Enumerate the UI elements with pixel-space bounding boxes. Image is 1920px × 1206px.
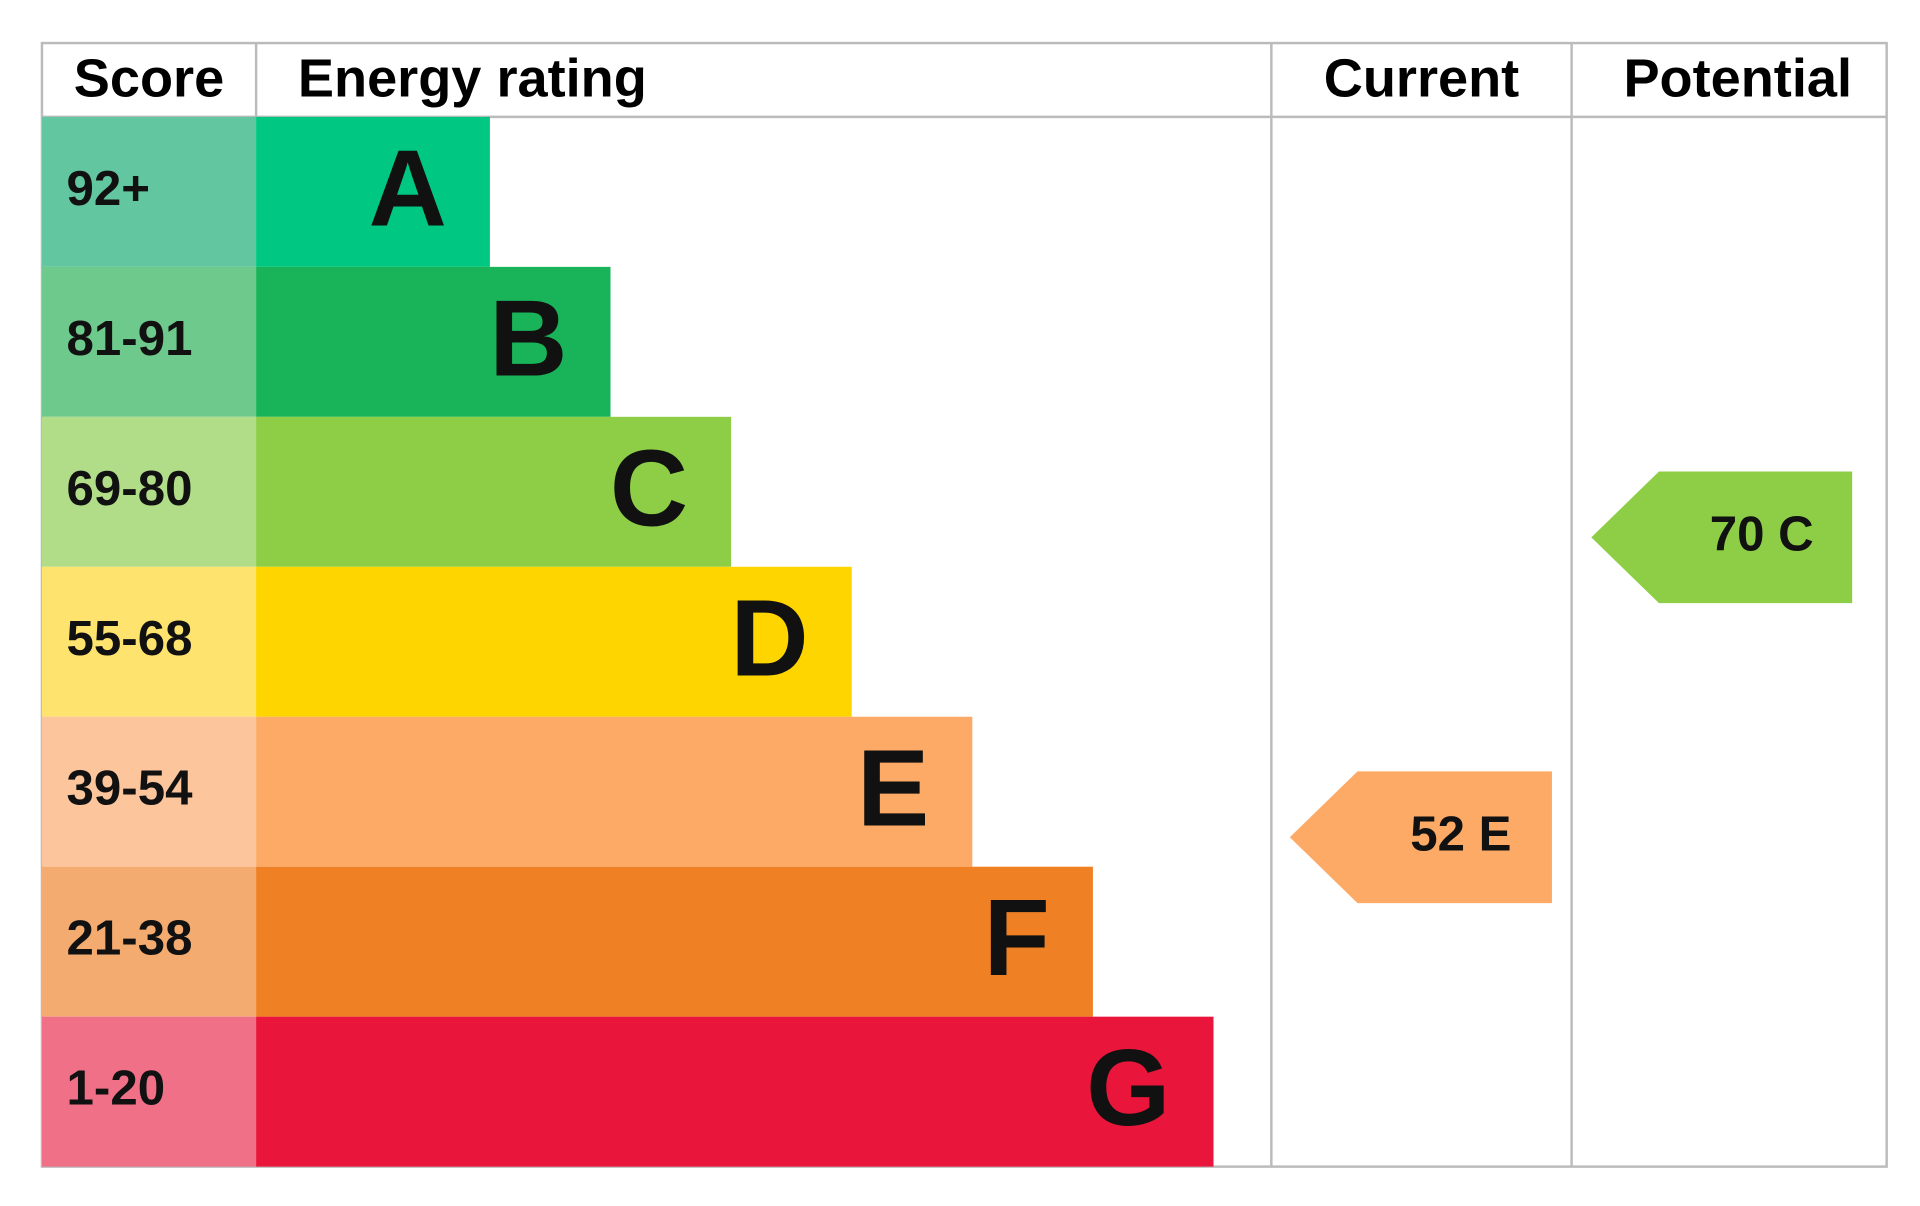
- score-label: 21-38: [67, 911, 193, 966]
- score-label: 1-20: [67, 1061, 166, 1116]
- score-label: 39-54: [67, 761, 194, 816]
- score-cell: [41, 116, 257, 267]
- rating-letter: D: [730, 577, 808, 698]
- rating-bar: [256, 416, 732, 567]
- rating-bar: [256, 116, 490, 267]
- header-current: Current: [1324, 49, 1519, 109]
- score-label: 55-68: [67, 611, 193, 666]
- potential-value: 70: [1710, 506, 1765, 561]
- current-label: 52 E: [1410, 806, 1511, 861]
- current-rating: E: [1479, 806, 1512, 861]
- score-cell: [41, 416, 257, 567]
- header-rating: Energy rating: [298, 49, 647, 109]
- rating-bar: [256, 716, 973, 867]
- potential-arrow: [1591, 471, 1853, 604]
- score-label: 81-91: [67, 311, 193, 366]
- potential-label: 70 C: [1710, 506, 1814, 561]
- score-cell: [41, 866, 257, 1017]
- rating-letter: C: [610, 427, 688, 548]
- rating-letter: E: [857, 727, 929, 848]
- score-label: 92+: [67, 161, 150, 216]
- current-value: 52: [1410, 806, 1465, 861]
- header-score: Score: [74, 49, 224, 109]
- rating-bar: [256, 266, 611, 417]
- rating-letter: A: [369, 127, 447, 248]
- rating-bar: [256, 1016, 1214, 1167]
- score-cell: [41, 566, 257, 717]
- score-cell: [41, 266, 257, 417]
- rating-bar: [256, 866, 1093, 1017]
- rating-letter: G: [1086, 1027, 1170, 1148]
- score-cell: [41, 1016, 257, 1167]
- rating-letter: B: [489, 277, 567, 398]
- rating-letter: F: [984, 877, 1050, 998]
- potential-rating: C: [1778, 506, 1814, 561]
- score-cell: [41, 716, 257, 867]
- score-label: 69-80: [67, 461, 193, 516]
- rating-bar: [256, 566, 852, 717]
- current-arrow: [1289, 771, 1552, 904]
- header-potential: Potential: [1623, 49, 1852, 109]
